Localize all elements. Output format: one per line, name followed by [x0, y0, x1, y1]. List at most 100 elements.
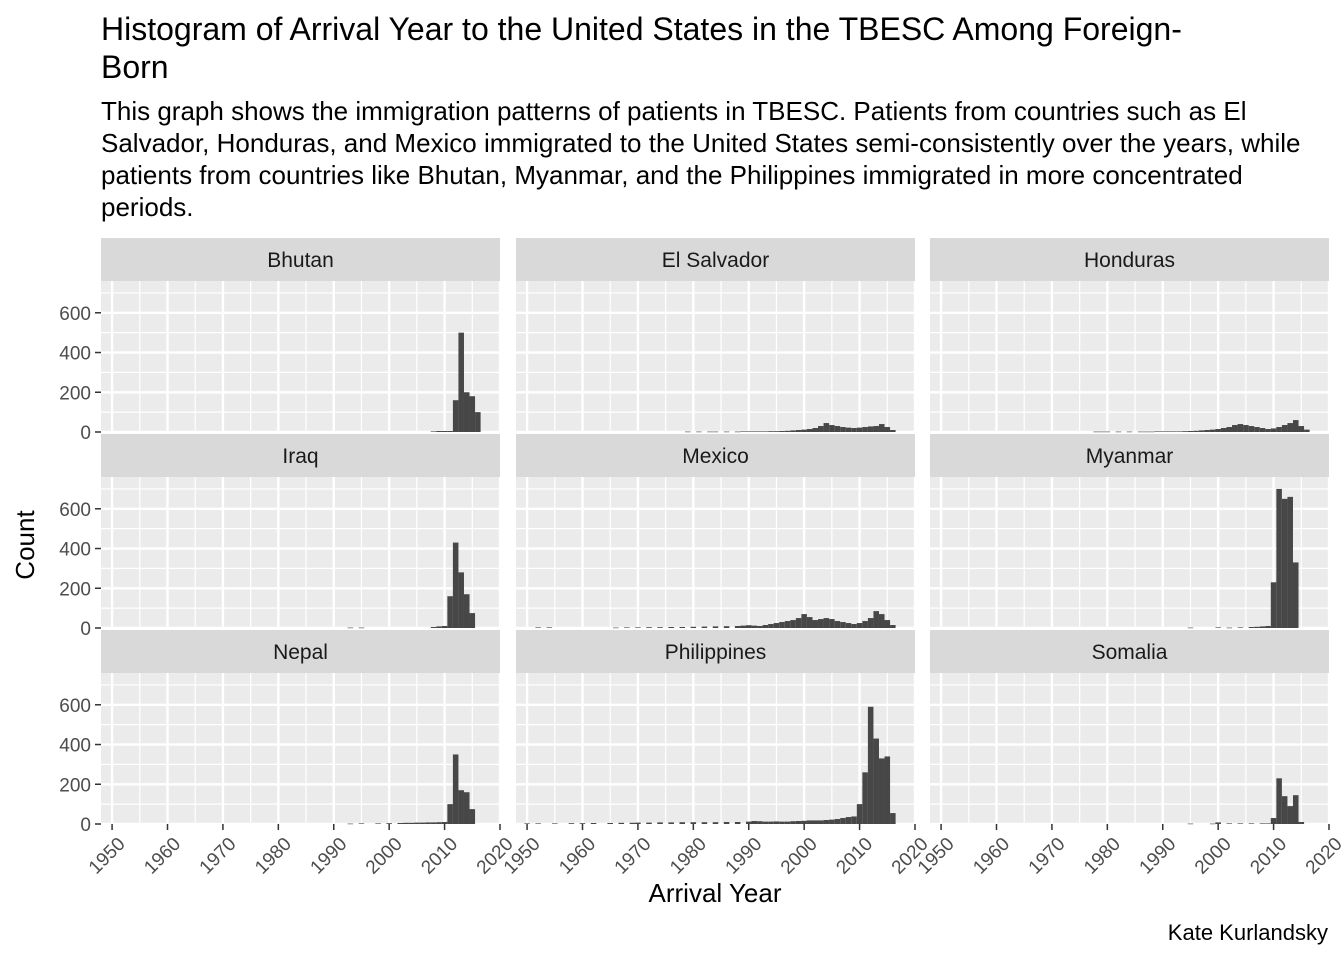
x-tick-label: 1990 — [307, 834, 352, 879]
histogram-bar — [436, 431, 442, 432]
histogram-bar — [707, 431, 713, 433]
histogram-bar — [762, 625, 769, 628]
x-tick-label: 1960 — [140, 834, 185, 879]
panel-background — [930, 673, 1329, 824]
histogram-bar — [1243, 425, 1249, 432]
histogram-bar — [751, 431, 758, 433]
histogram-bar — [768, 431, 774, 432]
histogram-bar — [745, 625, 752, 628]
histogram-bar — [397, 823, 404, 824]
histogram-bar — [878, 758, 885, 824]
histogram-bar — [646, 822, 652, 824]
histogram-bar — [779, 431, 785, 432]
panel-background — [101, 673, 500, 824]
histogram-bar — [773, 623, 780, 628]
histogram-bar — [1171, 431, 1177, 433]
panel-background — [930, 281, 1329, 432]
histogram-bar — [447, 431, 453, 432]
histogram-bar — [685, 431, 691, 433]
histogram-bar — [873, 426, 879, 432]
histogram-bar — [795, 821, 802, 824]
histogram-bar — [851, 816, 857, 824]
histogram-bar — [612, 627, 619, 629]
histogram-bar — [1215, 627, 1221, 629]
histogram-bar — [447, 804, 453, 824]
histogram-bar — [768, 624, 774, 628]
histogram-bar — [629, 822, 636, 824]
facet-strip — [516, 630, 915, 673]
histogram-bar — [1248, 823, 1255, 825]
histogram-bar — [1220, 428, 1227, 432]
histogram-bar — [784, 821, 791, 824]
chart-title: Histogram of Arrival Year to the United … — [101, 11, 1182, 85]
histogram-bar — [873, 738, 879, 824]
histogram-bar — [1270, 582, 1277, 628]
histogram-bar — [347, 823, 354, 825]
x-tick-label: 2000 — [1191, 834, 1236, 879]
histogram-bar — [1187, 627, 1194, 629]
histogram-bar — [840, 427, 846, 432]
histogram-bar — [818, 619, 824, 628]
histogram-bar — [812, 428, 819, 432]
histogram-bar — [1143, 431, 1149, 433]
histogram-bar — [463, 792, 470, 824]
histogram-bar — [1176, 431, 1183, 433]
histogram-bar — [1265, 823, 1271, 825]
histogram-bar — [806, 617, 813, 628]
histogram-bar — [1215, 429, 1221, 432]
histogram-bar — [1281, 425, 1288, 432]
histogram-bar — [701, 626, 708, 628]
histogram-bar — [757, 821, 763, 824]
histogram-bar — [1298, 822, 1305, 824]
panel-background — [516, 477, 915, 628]
histogram-bar — [1198, 430, 1205, 432]
histogram-bar — [812, 620, 819, 628]
histogram-bar — [823, 618, 830, 628]
histogram-bar — [1187, 431, 1194, 432]
histogram-bar — [845, 623, 852, 628]
histogram-bar — [823, 423, 830, 432]
facet-strip — [516, 434, 915, 477]
facet-label: Iraq — [282, 445, 318, 468]
histogram-bar — [795, 618, 802, 628]
x-tick-label: 1980 — [666, 834, 711, 879]
histogram-bar — [1193, 430, 1199, 432]
histogram-bar — [568, 823, 575, 824]
histogram-bar — [712, 431, 719, 433]
histogram-bar — [734, 431, 741, 433]
histogram-bar — [607, 823, 613, 824]
histogram-bar — [679, 822, 686, 824]
y-tick-label: 600 — [59, 696, 91, 717]
histogram-bar — [469, 613, 476, 628]
histogram-bar — [1104, 431, 1111, 433]
histogram-bar — [856, 427, 863, 432]
histogram-bar — [840, 818, 846, 824]
histogram-bar — [436, 822, 442, 824]
histogram-bar — [884, 620, 891, 628]
histogram-bar — [1115, 431, 1122, 433]
histogram-bar — [751, 821, 758, 824]
panel-background — [930, 477, 1329, 628]
histogram-bar — [806, 820, 813, 824]
histogram-bar — [458, 790, 464, 824]
histogram-bar — [768, 821, 774, 824]
histogram-bar — [1215, 822, 1221, 824]
y-tick-label: 400 — [59, 736, 91, 757]
histogram-bar — [430, 627, 437, 628]
y-tick-label: 200 — [59, 383, 91, 404]
histogram-bar — [862, 427, 868, 432]
histogram-bar — [657, 627, 663, 628]
y-tick-label: 200 — [59, 775, 91, 796]
histogram-bar — [1287, 806, 1293, 824]
histogram-bar — [347, 627, 354, 629]
histogram-bar — [1270, 428, 1277, 432]
histogram-bar — [856, 804, 863, 824]
histogram-bar — [757, 626, 763, 628]
histogram-bar — [358, 823, 365, 825]
histogram-bar — [890, 813, 896, 824]
histogram-bar — [723, 822, 730, 824]
panel-background — [516, 673, 915, 824]
histogram-bar — [723, 626, 730, 628]
